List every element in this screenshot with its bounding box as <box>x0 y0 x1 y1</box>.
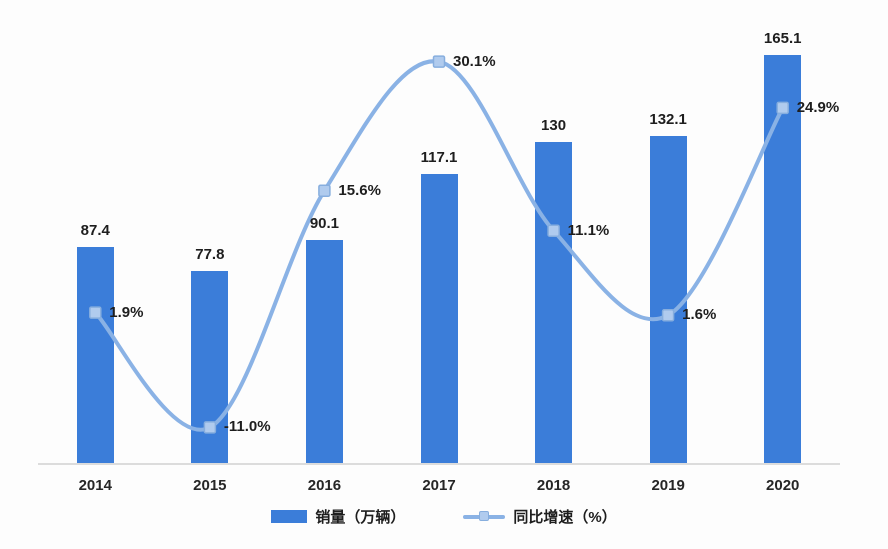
x-axis-label-2019: 2019 <box>651 477 685 494</box>
bar-value-label-2015: 77.8 <box>195 245 225 263</box>
x-axis-label-2015: 2015 <box>193 477 227 494</box>
bar-2019 <box>649 136 687 463</box>
bar-2017 <box>420 173 458 463</box>
bar-value-label-2020: 165.1 <box>763 29 802 47</box>
line-marker-icon <box>479 510 490 521</box>
bar-series-swatch <box>271 510 308 523</box>
bar-2015 <box>191 270 229 463</box>
legend-item-sales: 销量（万辆） <box>271 506 405 527</box>
legend-label-growth: 同比增速（%） <box>513 509 617 526</box>
line-marker-2016 <box>318 184 331 197</box>
growth-label-2017: 30.1% <box>453 52 496 70</box>
line-marker-2017 <box>432 55 446 68</box>
x-axis-label-2018: 2018 <box>536 477 571 494</box>
bar-2020 <box>764 54 802 463</box>
bar-2016 <box>305 240 343 463</box>
growth-label-2015: -11.0% <box>223 418 271 436</box>
x-axis-label-2016: 2016 <box>307 477 342 494</box>
bar-2018 <box>535 141 573 463</box>
growth-label-2014: 1.9% <box>109 303 144 321</box>
bar-2014 <box>76 246 114 463</box>
bar-value-label-2017: 117.1 <box>420 148 458 166</box>
bar-value-label-2016: 90.1 <box>309 215 340 233</box>
bar-value-label-2018: 130 <box>541 116 567 134</box>
growth-label-2018: 11.1% <box>567 221 610 239</box>
growth-label-2016: 15.6% <box>338 181 381 199</box>
x-axis-label-2017: 2017 <box>422 477 456 494</box>
x-axis-label-2014: 2014 <box>78 477 112 494</box>
growth-label-2020: 24.9% <box>796 98 840 116</box>
legend: 销量（万辆） 同比增速（%） <box>0 506 888 527</box>
x-axis-label-2020: 2020 <box>766 477 800 494</box>
growth-label-2019: 1.6% <box>682 306 717 324</box>
line-series-swatch <box>463 510 506 521</box>
bar-value-label-2019: 132.1 <box>649 111 687 129</box>
legend-item-growth: 同比增速（%） <box>463 506 617 527</box>
x-axis-line <box>38 463 840 465</box>
bar-value-label-2014: 87.4 <box>80 221 110 239</box>
legend-label-sales: 销量（万辆） <box>315 509 406 526</box>
